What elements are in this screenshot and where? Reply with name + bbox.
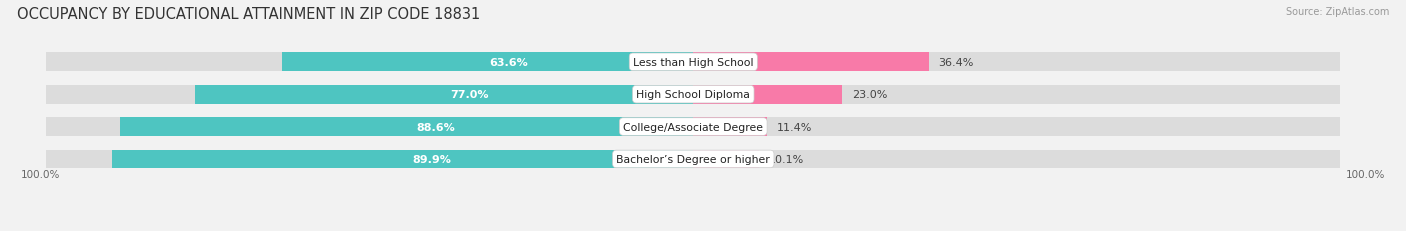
Text: OCCUPANCY BY EDUCATIONAL ATTAINMENT IN ZIP CODE 18831: OCCUPANCY BY EDUCATIONAL ATTAINMENT IN Z… — [17, 7, 479, 22]
Bar — [693, 118, 768, 136]
Bar — [46, 150, 693, 169]
Bar — [46, 85, 693, 104]
Text: 11.4%: 11.4% — [776, 122, 813, 132]
Bar — [46, 118, 693, 136]
Text: 100.0%: 100.0% — [21, 169, 60, 179]
Text: 10.1%: 10.1% — [768, 154, 804, 164]
Bar — [693, 118, 1340, 136]
Text: Less than High School: Less than High School — [633, 58, 754, 67]
Bar — [281, 53, 693, 72]
Bar — [693, 53, 1340, 72]
Bar — [46, 53, 693, 72]
Text: 77.0%: 77.0% — [450, 90, 488, 100]
Text: High School Diploma: High School Diploma — [637, 90, 751, 100]
Text: 36.4%: 36.4% — [938, 58, 974, 67]
Text: 89.9%: 89.9% — [412, 154, 451, 164]
Text: 23.0%: 23.0% — [852, 90, 887, 100]
Text: 100.0%: 100.0% — [1346, 169, 1385, 179]
Bar — [693, 85, 842, 104]
Bar — [693, 85, 1340, 104]
Bar — [120, 118, 693, 136]
Text: Bachelor’s Degree or higher: Bachelor’s Degree or higher — [616, 154, 770, 164]
Bar — [111, 150, 693, 169]
Bar — [195, 85, 693, 104]
Text: 63.6%: 63.6% — [489, 58, 527, 67]
Text: 88.6%: 88.6% — [416, 122, 454, 132]
Bar — [693, 150, 1340, 169]
Text: College/Associate Degree: College/Associate Degree — [623, 122, 763, 132]
Bar — [693, 150, 759, 169]
Text: Source: ZipAtlas.com: Source: ZipAtlas.com — [1285, 7, 1389, 17]
Bar — [693, 53, 929, 72]
